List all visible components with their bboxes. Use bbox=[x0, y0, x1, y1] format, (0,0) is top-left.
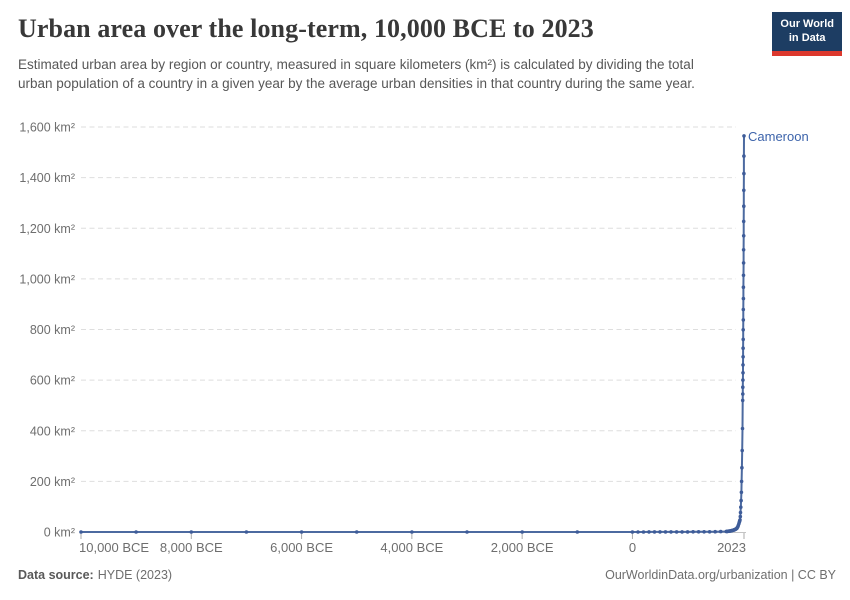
data-point bbox=[718, 529, 723, 534]
y-axis-tick-label: 200 km² bbox=[30, 475, 75, 489]
data-point bbox=[299, 530, 304, 534]
y-axis-tick-label: 1,200 km² bbox=[19, 222, 75, 236]
data-point bbox=[674, 530, 679, 534]
x-axis-tick-label: 4,000 BCE bbox=[380, 540, 443, 555]
data-point bbox=[410, 530, 414, 534]
data-point bbox=[741, 285, 746, 290]
data-point bbox=[739, 498, 743, 503]
data-point bbox=[669, 530, 673, 534]
data-point bbox=[713, 529, 717, 534]
data-source: Data source: HYDE (2023) bbox=[18, 568, 172, 582]
data-point bbox=[741, 296, 746, 301]
data-point bbox=[680, 530, 684, 534]
entity-label[interactable]: Cameroon bbox=[748, 129, 809, 144]
chart-footer: Data source: HYDE (2023) OurWorldinData.o… bbox=[18, 568, 836, 582]
data-point bbox=[465, 530, 469, 534]
data-point bbox=[738, 518, 742, 522]
data-point bbox=[742, 204, 746, 208]
data-point bbox=[739, 490, 744, 495]
data-point bbox=[738, 514, 743, 519]
x-axis-tick-label: 10,000 BCE bbox=[79, 540, 149, 555]
data-point bbox=[354, 530, 359, 534]
x-axis-tick-label: 2023 bbox=[717, 540, 746, 555]
data-point bbox=[741, 307, 746, 312]
owid-logo-line1: Our World bbox=[780, 18, 834, 30]
data-point bbox=[741, 363, 745, 367]
data-point bbox=[741, 337, 745, 342]
data-point bbox=[685, 530, 690, 534]
data-point bbox=[742, 154, 746, 158]
data-source-value: HYDE (2023) bbox=[97, 568, 173, 582]
data-point bbox=[740, 426, 745, 431]
data-point bbox=[741, 328, 745, 332]
data-point bbox=[739, 479, 744, 484]
data-point bbox=[741, 355, 745, 359]
data-point bbox=[740, 398, 745, 403]
data-point bbox=[641, 530, 646, 534]
data-point bbox=[658, 530, 662, 534]
x-axis-tick-label: 2,000 BCE bbox=[491, 540, 554, 555]
data-point bbox=[740, 465, 744, 470]
data-point bbox=[520, 530, 524, 534]
data-point bbox=[696, 530, 701, 534]
data-point bbox=[739, 505, 743, 510]
data-series-line[interactable] bbox=[81, 135, 745, 533]
chart-subtitle: Estimated urban area by region or countr… bbox=[18, 57, 695, 92]
data-point bbox=[742, 188, 746, 193]
data-point bbox=[741, 234, 746, 238]
y-axis-tick-label: 0 km² bbox=[44, 526, 75, 540]
data-point bbox=[741, 385, 745, 390]
data-point bbox=[189, 530, 194, 534]
data-source-label: Data source: bbox=[18, 568, 94, 582]
data-point bbox=[741, 261, 746, 265]
data-point bbox=[575, 530, 580, 534]
data-point bbox=[741, 318, 746, 322]
data-point bbox=[741, 273, 746, 278]
owid-logo-line2: in Data bbox=[788, 31, 826, 44]
data-point bbox=[741, 346, 745, 351]
data-point bbox=[663, 530, 668, 534]
data-point bbox=[79, 530, 83, 534]
data-point bbox=[702, 530, 706, 534]
page-title: Urban area over the long-term, 10,000 BC… bbox=[18, 14, 594, 43]
data-point bbox=[134, 530, 138, 534]
data-point bbox=[738, 510, 743, 515]
data-point bbox=[741, 248, 746, 252]
y-axis-tick-label: 1,000 km² bbox=[19, 272, 75, 286]
owid-logo[interactable]: Our World in Data bbox=[772, 12, 842, 56]
data-point bbox=[741, 378, 745, 382]
data-point bbox=[740, 448, 744, 453]
data-point bbox=[630, 530, 635, 534]
x-axis-tick-label: 0 bbox=[629, 540, 636, 555]
x-axis-tick-label: 6,000 BCE bbox=[270, 540, 333, 555]
footer-attribution[interactable]: OurWorldinData.org/urbanization | CC BY bbox=[605, 568, 836, 582]
data-point bbox=[652, 530, 657, 534]
data-point bbox=[636, 530, 640, 534]
y-axis-tick-label: 1,400 km² bbox=[19, 171, 75, 185]
x-axis-tick-label: 8,000 BCE bbox=[160, 540, 223, 555]
y-axis-tick-label: 400 km² bbox=[30, 424, 75, 438]
data-point bbox=[244, 530, 249, 534]
y-axis-tick-label: 600 km² bbox=[30, 374, 75, 388]
data-point bbox=[741, 392, 745, 396]
data-point bbox=[647, 530, 651, 534]
data-point bbox=[741, 219, 746, 224]
data-point bbox=[741, 371, 745, 375]
data-point bbox=[707, 530, 712, 534]
data-point bbox=[691, 530, 695, 534]
y-axis-tick-label: 1,600 km² bbox=[19, 121, 75, 135]
y-axis-tick-label: 800 km² bbox=[30, 323, 75, 337]
data-point bbox=[742, 134, 746, 138]
data-point bbox=[742, 171, 746, 176]
